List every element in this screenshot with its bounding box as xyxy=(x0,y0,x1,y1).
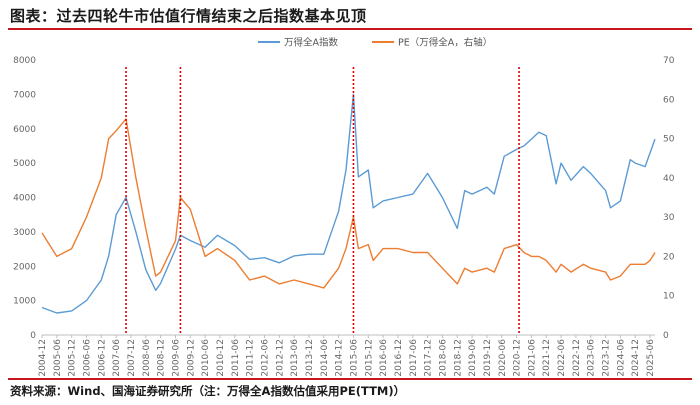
y-right-tick-label: 70 xyxy=(663,56,675,66)
y-axis-left: 0 1000 2000 3000 4000 5000 6000 7000 8000 xyxy=(13,56,36,341)
x-tick-label: 2015-12 xyxy=(364,339,374,376)
x-tick-label: 2009-06 xyxy=(171,339,181,376)
x-tick-label: 2016-12 xyxy=(394,339,404,376)
x-tick-label: 2006-06 xyxy=(82,339,92,376)
y-right-tick-label: 0 xyxy=(663,331,669,341)
chart: 万得全A指数 PE（万得全A，右轴） 0 1000 2000 3000 4000 5000 6… xyxy=(13,37,675,377)
x-tick-label: 2021-12 xyxy=(542,339,552,376)
x-tick-label: 2017-06 xyxy=(409,339,419,376)
y-right-tick-label: 50 xyxy=(663,135,675,145)
x-tick-label: 2020-12 xyxy=(513,339,523,376)
x-tick-label: 2012-12 xyxy=(275,339,285,376)
y-right-tick-label: 10 xyxy=(663,292,675,302)
y-left-tick-label: 8000 xyxy=(13,56,36,66)
y-left-tick-label: 7000 xyxy=(13,90,36,100)
x-tick-label: 2006-12 xyxy=(97,339,107,376)
x-tick-label: 2011-12 xyxy=(246,339,256,376)
x-axis: 2004-12 2005-06 2005-12 2006-06 2006-12 2007-… xyxy=(38,334,656,376)
x-tick-label: 2024-06 xyxy=(616,339,626,376)
legend: 万得全A指数 PE（万得全A，右轴） xyxy=(258,37,492,49)
x-tick-label: 2022-12 xyxy=(572,339,582,376)
x-tick-label: 2016-06 xyxy=(379,339,389,376)
y-left-tick-label: 0 xyxy=(30,331,36,341)
y-axis-right: 0 10 20 30 40 50 60 70 xyxy=(663,56,675,341)
legend-label-pe: PE（万得全A，右轴） xyxy=(398,37,492,49)
x-tick-label: 2008-12 xyxy=(157,339,167,376)
x-tick-label: 2018-06 xyxy=(438,339,448,376)
y-right-tick-label: 60 xyxy=(663,95,675,105)
x-tick-label: 2005-06 xyxy=(53,339,63,376)
x-tick-label: 2020-06 xyxy=(498,339,508,376)
x-tick-label: 2013-06 xyxy=(290,339,300,376)
source-divider xyxy=(8,378,692,380)
x-tick-label: 2013-12 xyxy=(305,339,315,376)
y-left-tick-label: 3000 xyxy=(13,228,36,238)
x-tick-label: 2024-12 xyxy=(631,339,641,376)
x-tick-label: 2014-06 xyxy=(320,339,330,376)
y-left-tick-label: 6000 xyxy=(13,125,36,135)
y-left-tick-label: 2000 xyxy=(13,262,36,272)
y-left-tick-label: 1000 xyxy=(13,297,36,307)
x-tick-label: 2023-12 xyxy=(602,339,612,376)
x-tick-label: 2021-06 xyxy=(527,339,537,376)
x-tick-label: 2007-12 xyxy=(127,339,137,376)
x-tick-label: 2014-12 xyxy=(335,339,345,376)
x-tick-label: 2005-12 xyxy=(68,339,78,376)
x-tick-label: 2019-06 xyxy=(468,339,478,376)
series-layer xyxy=(41,93,656,314)
x-tick-label: 2025-06 xyxy=(646,339,656,376)
x-tick-label: 2012-06 xyxy=(260,339,270,376)
x-tick-label: 2010-06 xyxy=(201,339,211,376)
y-left-tick-label: 5000 xyxy=(13,159,36,169)
x-tick-label: 2011-06 xyxy=(231,339,241,376)
x-tick-label: 2017-12 xyxy=(424,339,434,376)
x-tick-label: 2009-12 xyxy=(186,339,196,376)
x-tick-label: 2007-06 xyxy=(112,339,122,376)
legend-label-index: 万得全A指数 xyxy=(284,37,338,49)
x-tick-label: 2015-06 xyxy=(349,339,359,376)
source-note: 资料来源：Wind、国海证券研究所（注：万得全A指数估值采用PE(TTM)） xyxy=(10,384,406,398)
chart-title: 图表：过去四轮牛市估值行情结束之后指数基本见顶 xyxy=(10,7,367,25)
x-tick-label: 2008-06 xyxy=(142,339,152,376)
series-line-pe xyxy=(41,118,656,289)
y-left-tick-label: 4000 xyxy=(13,194,36,204)
series-line-index xyxy=(41,93,656,314)
marker-layer xyxy=(125,67,520,335)
title-divider xyxy=(8,28,692,30)
x-tick-label: 2019-12 xyxy=(483,339,493,376)
x-tick-label: 2023-06 xyxy=(587,339,597,376)
x-tick-label: 2010-12 xyxy=(216,339,226,376)
y-right-tick-label: 20 xyxy=(663,252,675,262)
x-tick-label: 2022-06 xyxy=(557,339,567,376)
x-tick-label: 2018-12 xyxy=(453,339,463,376)
y-right-tick-label: 40 xyxy=(663,174,675,184)
y-right-tick-label: 30 xyxy=(663,213,675,223)
x-tick-label: 2004-12 xyxy=(38,339,48,376)
